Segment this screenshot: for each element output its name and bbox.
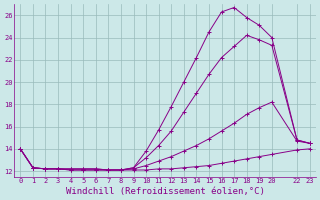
X-axis label: Windchill (Refroidissement éolien,°C): Windchill (Refroidissement éolien,°C) [66, 187, 264, 196]
